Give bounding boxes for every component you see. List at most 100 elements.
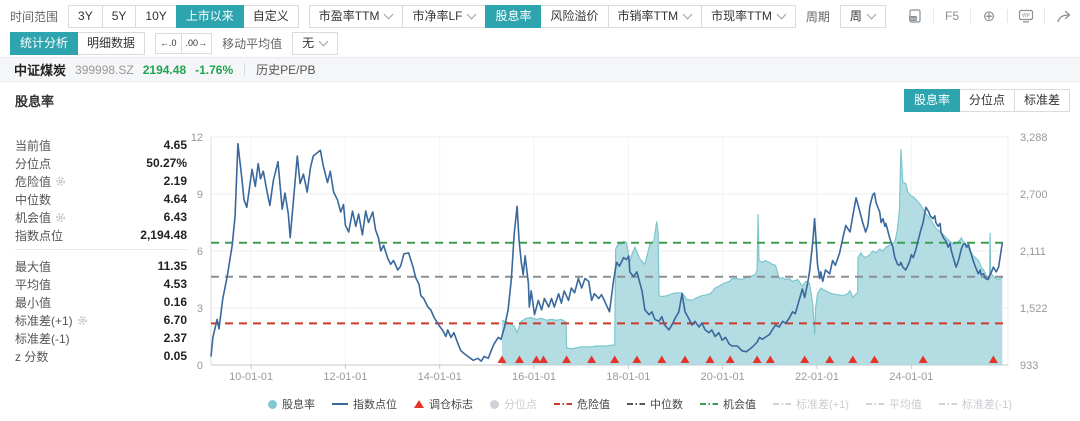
rebalance-marker — [610, 355, 620, 363]
legend-item-平均值[interactable]: 平均值 — [865, 396, 922, 412]
divider — [1007, 9, 1008, 23]
gear-icon[interactable] — [77, 315, 88, 326]
stat-value: 4.64 — [163, 192, 187, 206]
sub-toolbar: 统计分析 明细数据 ←.0.00→ 移动平均值 无 — [10, 31, 339, 55]
rebalance-marker — [800, 355, 810, 363]
zoom-plus-icon[interactable]: ⊕ — [982, 8, 996, 25]
rebalance-marker — [562, 355, 572, 363]
legend-dashdot-icon — [938, 403, 957, 405]
rebalance-marker — [870, 355, 879, 363]
view-tab-1[interactable]: 股息率 — [903, 89, 960, 112]
metric-tab-1[interactable]: 市盈率TTM — [308, 4, 404, 28]
legend-item-中位数[interactable]: 中位数 — [627, 396, 683, 412]
metric-tab-3[interactable]: 股息率 — [485, 4, 542, 28]
chevron-down-icon — [384, 9, 394, 20]
metric-tab-5[interactable]: 市销率TTM — [607, 4, 703, 28]
stat-label: z 分数 — [15, 349, 49, 364]
stat-label: 危险值 — [15, 173, 66, 190]
wp-monitor-icon[interactable]: WP — [1017, 7, 1035, 25]
dividend-yield-edge — [501, 149, 1003, 350]
time-range-option-5[interactable]: 自定义 — [242, 4, 299, 28]
stat-label: 中位数 — [15, 192, 52, 207]
period-label: 周期 — [805, 9, 830, 24]
stat-value: 4.65 — [163, 138, 187, 152]
rebalance-marker — [587, 355, 597, 363]
stat-row: 危险值 2.19 — [15, 172, 187, 190]
analysis-tab-1[interactable]: 统计分析 — [10, 31, 79, 55]
export-xls-icon[interactable]: XLS — [906, 7, 924, 25]
gear-icon[interactable] — [55, 212, 66, 223]
y-right-label: 2,700 — [1020, 189, 1048, 201]
dividend-yield-area — [502, 149, 1003, 365]
y-left-label: 0 — [197, 360, 203, 372]
stat-row: 最大值 11.35 — [15, 257, 187, 275]
metric-tab-6[interactable]: 市现率TTM — [701, 4, 796, 28]
legend-item-标准差(-1)[interactable]: 标准差(-1) — [938, 396, 1012, 412]
refresh-f5-button[interactable]: F5 — [944, 9, 959, 23]
legend-item-股息率[interactable]: 股息率 — [268, 396, 315, 412]
history-pe-pb-link[interactable]: 历史PE/PB — [256, 63, 316, 77]
legend-label: 股息率 — [282, 399, 315, 411]
metric-tab-4[interactable]: 风险溢价 — [540, 4, 609, 28]
legend-dashdot-icon — [700, 403, 718, 405]
metric-tab-2[interactable]: 市净率LF — [402, 4, 487, 28]
index-name: 中证煤炭 — [14, 63, 67, 78]
svg-text:XLS: XLS — [910, 17, 917, 21]
legend-label: 中位数 — [650, 399, 683, 411]
legend-item-机会值[interactable]: 机会值 — [700, 396, 756, 412]
y-left-label: 12 — [191, 132, 203, 144]
stat-row: 平均值 4.53 — [15, 275, 187, 293]
view-tab-2[interactable]: 分位点 — [958, 89, 1015, 112]
share-icon[interactable] — [1054, 7, 1072, 25]
index-header: 中证煤炭 399998.SZ 2194.48 -1.76% 历史PE/PB — [0, 57, 1080, 82]
legend-line-icon — [332, 403, 348, 405]
legend-label: 机会值 — [723, 399, 756, 411]
x-axis-label: 24-01-01 — [889, 371, 933, 383]
stat-value: 6.43 — [163, 210, 187, 224]
rebalance-marker — [988, 355, 998, 363]
analysis-tab-2[interactable]: 明细数据 — [77, 31, 146, 55]
y-right-label: 3,288 — [1020, 132, 1048, 144]
divider — [933, 9, 934, 23]
stat-value: 2.37 — [163, 331, 187, 345]
time-range-option-3[interactable]: 10Y — [135, 4, 177, 28]
legend-item-危险值[interactable]: 危险值 — [554, 396, 610, 412]
svg-text:WP: WP — [1022, 13, 1031, 19]
stats-panel: 当前值 4.65 分位点 50.27% 危险值 2.19 中位数 4.64 机会值 6.43 指… — [15, 136, 187, 365]
legend-item-分位点[interactable]: 分位点 — [490, 396, 537, 412]
stat-value: 2.19 — [163, 174, 187, 188]
x-axis-label: 16-01-01 — [512, 371, 556, 383]
rebalance-marker — [725, 355, 735, 363]
view-tab-3[interactable]: 标准差 — [1013, 89, 1070, 112]
decimal-button-1[interactable]: ←.0 — [155, 32, 182, 54]
stat-label: 标准差(-1) — [15, 331, 70, 346]
decimal-button-2[interactable]: .00→ — [180, 32, 213, 54]
time-range-option-4[interactable]: 上市以来 — [175, 4, 244, 28]
x-axis-label: 12-01-01 — [323, 371, 367, 383]
legend-label: 分位点 — [504, 399, 537, 411]
period-select[interactable]: 周 — [839, 4, 886, 28]
x-axis-label: 18-01-01 — [606, 371, 650, 383]
index-price: 2194.48 — [142, 62, 187, 77]
moving-average-select[interactable]: 无 — [292, 31, 339, 55]
stat-value: 0.05 — [163, 349, 187, 363]
legend-item-标准差(+1)[interactable]: 标准差(+1) — [773, 396, 849, 412]
rebalance-marker — [497, 355, 507, 363]
time-range-option-2[interactable]: 5Y — [101, 4, 137, 28]
chart-legend: 股息率 指数点位 调仓标志 分位点 危险值 中位数 机会值 标准差(+1) 平均值 标准差(-1) — [210, 396, 1070, 412]
dividend-yield-chart[interactable]: 10-01-01 12-01-01 14-01-01 16-01-01 18-01-01… — [0, 120, 1080, 396]
stat-row: 指数点位 2,194.48 — [15, 226, 187, 244]
legend-dashdot-icon — [554, 403, 572, 405]
stat-label: 当前值 — [15, 138, 52, 153]
y-right-label: 2,111 — [1020, 246, 1046, 258]
legend-item-调仓标志[interactable]: 调仓标志 — [414, 396, 473, 412]
x-axis-label: 14-01-01 — [418, 371, 462, 383]
stat-label: 机会值 — [15, 209, 66, 226]
decimal-button-group: ←.0.00→ — [155, 32, 213, 54]
time-range-option-1[interactable]: 3Y — [68, 4, 103, 28]
legend-item-指数点位[interactable]: 指数点位 — [332, 396, 397, 412]
gear-icon[interactable] — [55, 176, 66, 187]
legend-label: 标准差(+1) — [796, 399, 849, 411]
view-tab-group: 股息率 分位点 标准差 — [903, 89, 1070, 112]
legend-label: 危险值 — [577, 399, 610, 411]
